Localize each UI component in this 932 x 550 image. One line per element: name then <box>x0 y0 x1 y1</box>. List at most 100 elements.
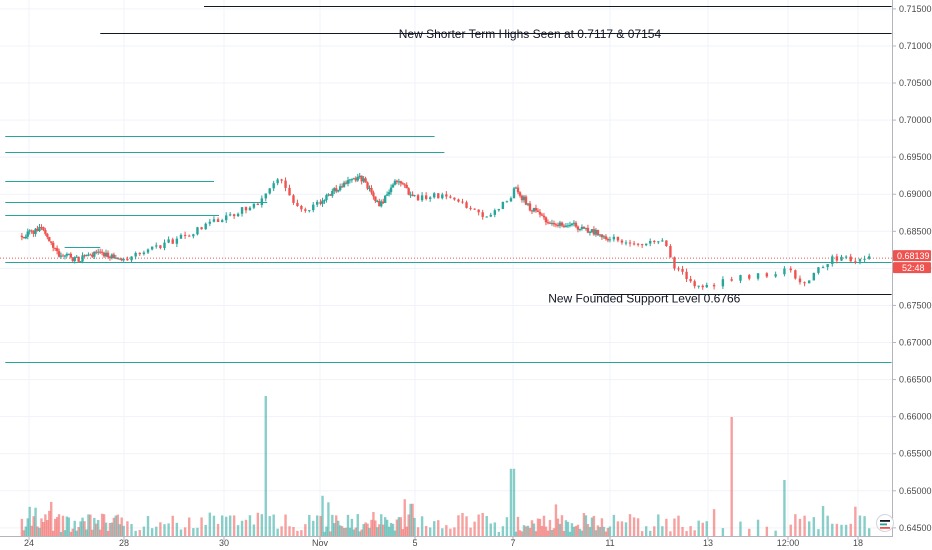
candle-body <box>134 252 137 257</box>
candle-body <box>36 228 39 232</box>
volume-bar <box>122 525 125 536</box>
candle-body <box>358 175 361 178</box>
candle-body <box>409 194 412 196</box>
volume-bar <box>268 516 271 536</box>
candle-body <box>91 254 94 257</box>
candle-body <box>596 229 600 236</box>
candle-body <box>835 256 839 261</box>
volume-bar <box>596 525 600 536</box>
volume-bar <box>808 521 811 536</box>
candle-body <box>331 190 334 196</box>
candle-body <box>538 211 542 215</box>
candle-body <box>110 254 114 259</box>
volume-bar <box>395 519 399 536</box>
candle-body <box>34 228 37 234</box>
candle-body <box>116 257 119 260</box>
volume-bar <box>338 525 342 536</box>
candle-body <box>288 187 291 196</box>
candle-body <box>192 234 195 237</box>
candle-body <box>477 209 480 213</box>
volume-bar <box>378 524 381 536</box>
candle-body <box>300 206 303 210</box>
volume-bar <box>30 525 33 536</box>
candle-body <box>89 254 92 256</box>
candle-body <box>38 227 41 232</box>
volume-bar <box>393 530 397 536</box>
volume-bar <box>159 522 162 536</box>
candle-body <box>644 243 648 246</box>
volume-bar <box>55 517 59 536</box>
candle-body <box>308 210 311 212</box>
volume-bar <box>437 520 440 536</box>
volume-bar <box>712 509 716 536</box>
candle-body <box>73 257 76 262</box>
volume-bar <box>346 514 350 536</box>
candle-body <box>469 207 472 209</box>
volume-bar <box>340 526 344 536</box>
volume-bar <box>40 518 43 536</box>
candle-body <box>632 243 636 245</box>
candle-body <box>748 275 751 279</box>
candle-body <box>95 251 98 253</box>
time-tick-label: 24 <box>24 538 34 548</box>
volume-bar <box>665 518 668 536</box>
time-tick-label: 12:00 <box>777 538 800 548</box>
volume-bar <box>608 526 612 536</box>
candle-body <box>256 203 260 206</box>
volume-bar <box>38 527 41 536</box>
volume-bar <box>485 516 488 536</box>
volume-bar <box>225 516 228 536</box>
volume-bar <box>358 531 361 536</box>
candle-body <box>98 251 102 253</box>
volume-bar <box>120 517 123 536</box>
volume-bar <box>196 527 199 536</box>
volume-bar <box>44 514 47 536</box>
time-axis[interactable]: 24 28 30 Nov 5 7 11 13 12:00 18 <box>24 536 863 548</box>
candle-body <box>528 203 532 211</box>
price-tick-label: 0.70500 <box>899 78 932 88</box>
tradingview-logo-icon[interactable] <box>876 514 894 532</box>
volume-bar <box>138 530 141 536</box>
candle-body <box>240 207 244 214</box>
volume-bar <box>383 517 387 536</box>
countdown-box <box>893 262 931 274</box>
candle-body <box>558 222 562 226</box>
volume-bar <box>453 527 456 536</box>
volume-bar <box>333 523 336 536</box>
volume-bar <box>364 522 367 536</box>
volume-bar <box>566 521 570 536</box>
volume-bar <box>100 513 104 536</box>
volume-bar <box>81 517 84 536</box>
candle-body <box>501 201 505 209</box>
candle-body <box>620 240 624 243</box>
candle-body <box>126 259 129 261</box>
volume-bar <box>461 512 464 536</box>
volume-bar <box>183 527 187 536</box>
volume-bar <box>336 520 340 536</box>
volume-bar <box>574 526 578 536</box>
volume-bar <box>67 517 71 536</box>
volume-bar <box>863 516 866 536</box>
candle-body <box>28 230 31 232</box>
volume-bar <box>252 524 256 536</box>
candle-body <box>183 234 187 236</box>
volume-bar <box>568 531 572 536</box>
volume-bar <box>163 524 166 536</box>
volume-bar <box>697 520 700 536</box>
candle-body <box>602 236 606 238</box>
volume-bar <box>22 530 26 536</box>
volume-bar <box>424 525 428 536</box>
volume-bar <box>653 526 656 536</box>
countdown-value: 52:48 <box>902 263 925 273</box>
candle-body <box>163 242 166 249</box>
volume-bar <box>546 530 550 536</box>
volume-bar <box>661 526 664 536</box>
candle-body <box>844 256 848 258</box>
volume-bar <box>376 527 379 536</box>
candle-body <box>616 236 620 241</box>
candle-body <box>705 284 708 288</box>
candle-body <box>566 225 570 227</box>
candle-body <box>808 280 811 284</box>
